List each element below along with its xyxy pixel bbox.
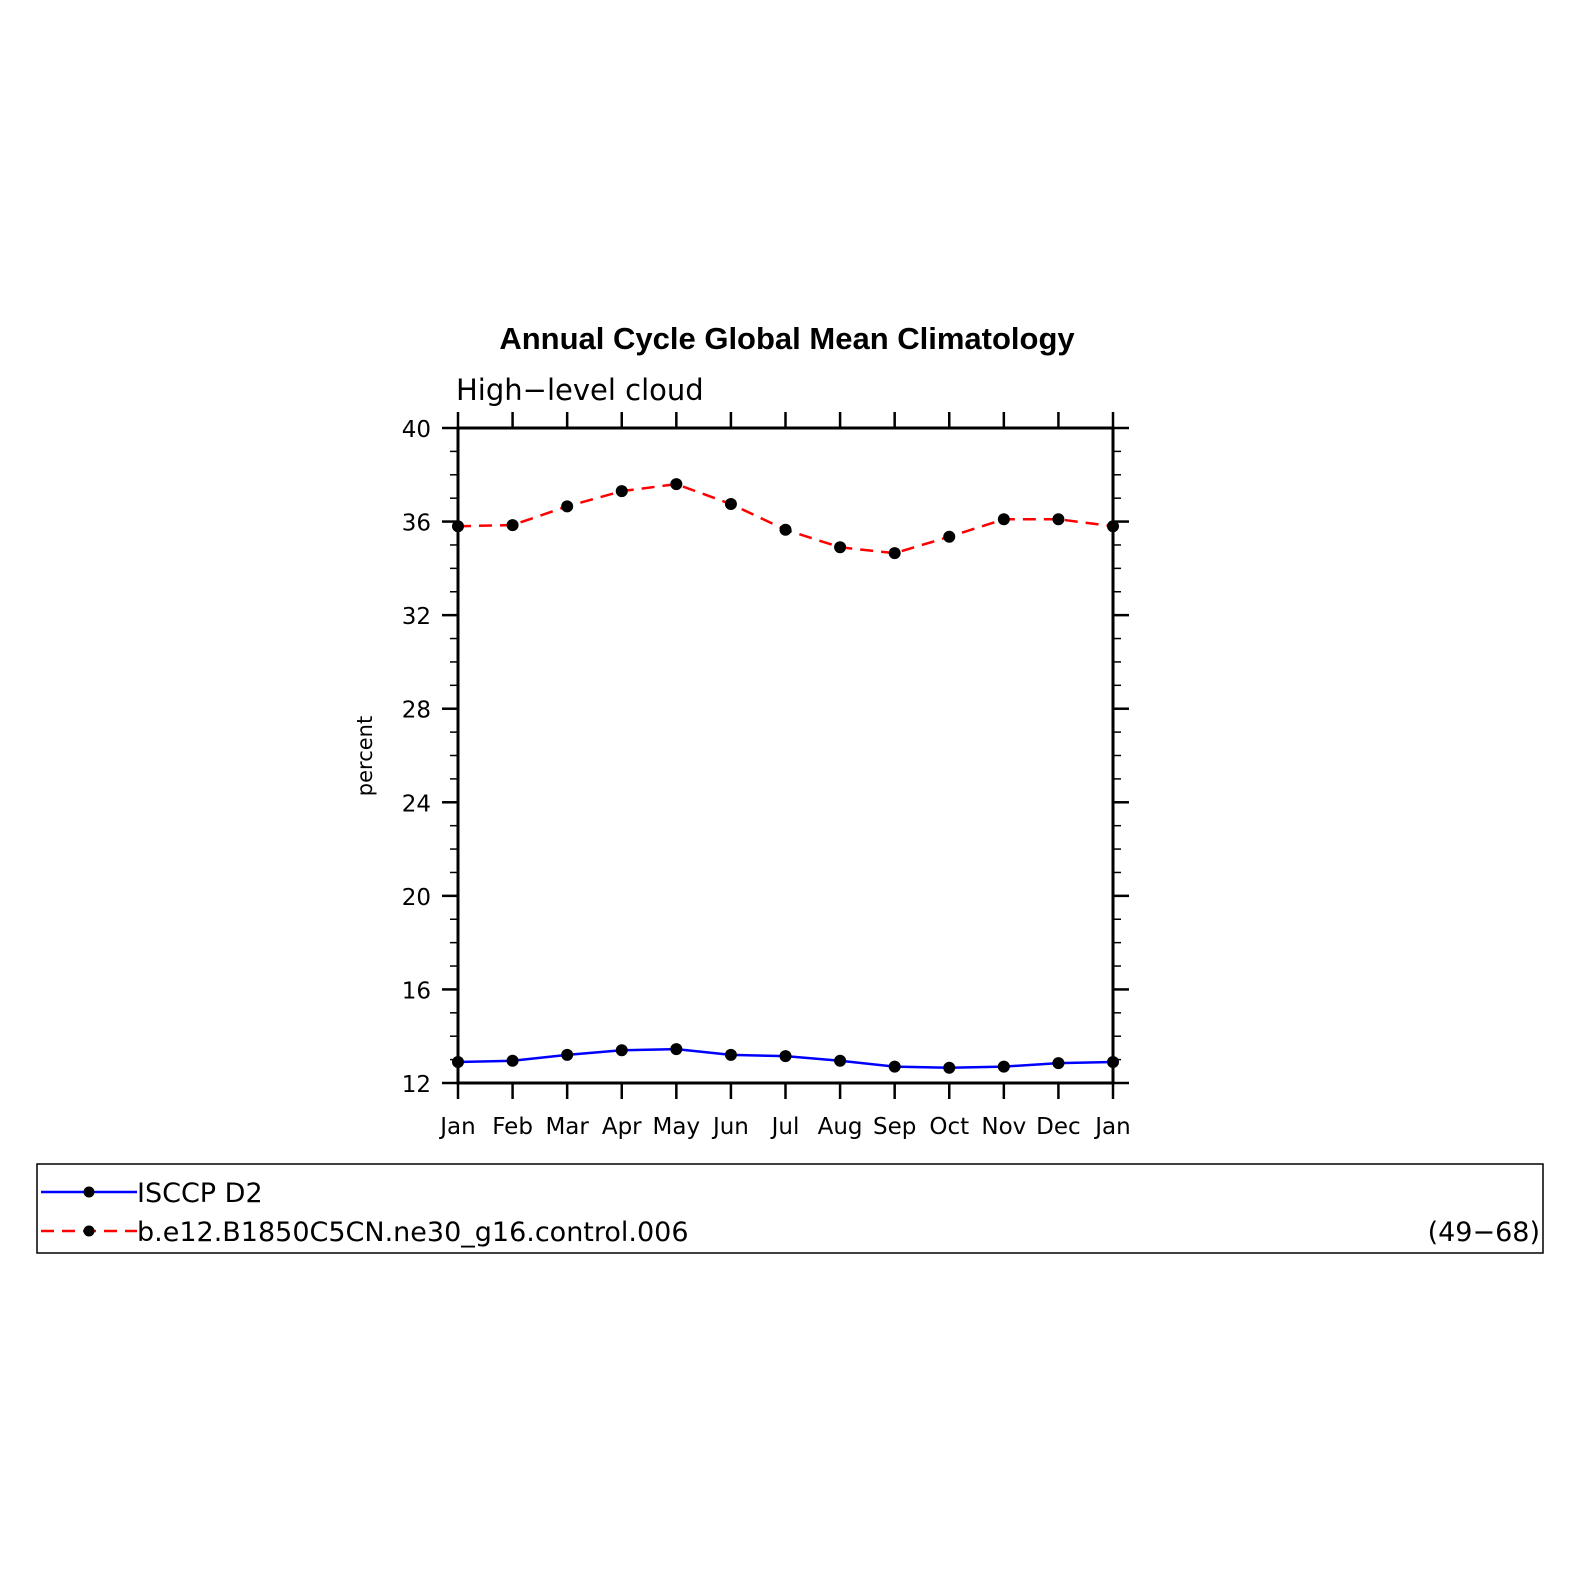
legend-label-isccp: ISCCP D2 — [137, 1178, 263, 1209]
legend-marker-isccp — [83, 1186, 95, 1198]
data-point-series-1 — [1107, 520, 1119, 533]
data-point-series-1 — [997, 513, 1010, 526]
chart-subtitle: High−level cloud — [456, 373, 704, 407]
axes: 12 16 20 24 28 32 36 40 Jan Feb Mar Apr May Jun Jul Aug… — [402, 412, 1131, 1140]
legend-years-note: (49−68) — [1428, 1217, 1540, 1248]
data-point-series-1 — [724, 498, 737, 511]
x-tick-label: Dec — [1036, 1114, 1081, 1140]
y-tick-label: 28 — [402, 698, 431, 724]
data-point-series-0 — [724, 1048, 737, 1061]
x-tick-label: Sep — [873, 1114, 916, 1140]
x-tick-label: May — [653, 1114, 701, 1140]
legend-label-model: b.e12.B1850C5CN.ne30_g16.control.006 — [137, 1217, 689, 1248]
data-point-series-0 — [615, 1044, 628, 1057]
y-tick-label: 40 — [402, 417, 431, 443]
legend: ISCCP D2 b.e12.B1850C5CN.ne30_g16.contro… — [36, 1163, 1544, 1254]
series-layer — [452, 478, 1119, 1074]
x-tick-label: Oct — [929, 1114, 969, 1140]
y-tick-label: 16 — [402, 978, 431, 1004]
data-point-series-0 — [1052, 1057, 1065, 1070]
data-point-series-1 — [1052, 513, 1065, 526]
data-point-series-1 — [888, 547, 901, 560]
legend-box — [36, 1163, 1544, 1254]
data-point-series-0 — [452, 1055, 464, 1068]
data-point-series-1 — [943, 530, 956, 543]
data-point-series-0 — [943, 1061, 956, 1074]
data-point-series-0 — [670, 1043, 683, 1056]
y-axis-label: percent — [353, 716, 377, 796]
x-tick-label: Feb — [492, 1114, 533, 1140]
x-tick-label: Jul — [770, 1114, 800, 1140]
data-point-series-0 — [888, 1060, 901, 1073]
data-point-series-0 — [834, 1054, 847, 1067]
data-point-series-1 — [506, 519, 519, 532]
x-tick-label: Mar — [545, 1114, 589, 1140]
data-point-series-0 — [1107, 1055, 1119, 1068]
y-tick-label: 24 — [402, 791, 431, 817]
x-tick-label: Apr — [602, 1114, 642, 1140]
data-point-series-1 — [615, 485, 628, 498]
data-point-series-0 — [561, 1048, 574, 1061]
data-point-series-0 — [997, 1060, 1010, 1073]
data-point-series-1 — [779, 523, 792, 536]
y-tick-label: 36 — [402, 511, 431, 537]
series-line-1 — [457, 482, 1114, 555]
data-point-series-0 — [506, 1054, 519, 1067]
legend-marker-model — [83, 1225, 95, 1237]
y-tick-label: 32 — [402, 604, 431, 630]
data-point-series-1 — [834, 541, 847, 554]
data-point-series-1 — [561, 500, 574, 513]
y-tick-label: 20 — [402, 885, 431, 911]
data-point-series-0 — [779, 1050, 792, 1063]
y-tick-label: 12 — [402, 1072, 431, 1098]
data-point-series-1 — [452, 520, 464, 533]
data-point-series-1 — [670, 478, 683, 491]
x-tick-label: Jun — [711, 1114, 749, 1140]
x-tick-label: Aug — [818, 1114, 863, 1140]
x-tick-label: Jan — [1093, 1114, 1130, 1140]
x-tick-label: Nov — [981, 1114, 1026, 1140]
x-tick-label: Jan — [438, 1114, 475, 1140]
chart-title: Annual Cycle Global Mean Climatology — [499, 321, 1075, 356]
